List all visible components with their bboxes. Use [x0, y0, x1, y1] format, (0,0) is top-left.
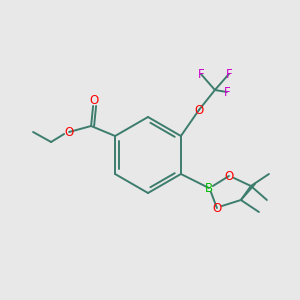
- Text: F: F: [224, 85, 230, 98]
- Text: O: O: [212, 202, 221, 214]
- Text: F: F: [226, 68, 232, 80]
- Text: O: O: [224, 169, 233, 182]
- Text: F: F: [198, 68, 204, 80]
- Text: O: O: [64, 125, 74, 139]
- Text: O: O: [89, 94, 99, 106]
- Text: B: B: [205, 182, 213, 194]
- Text: O: O: [194, 103, 203, 116]
